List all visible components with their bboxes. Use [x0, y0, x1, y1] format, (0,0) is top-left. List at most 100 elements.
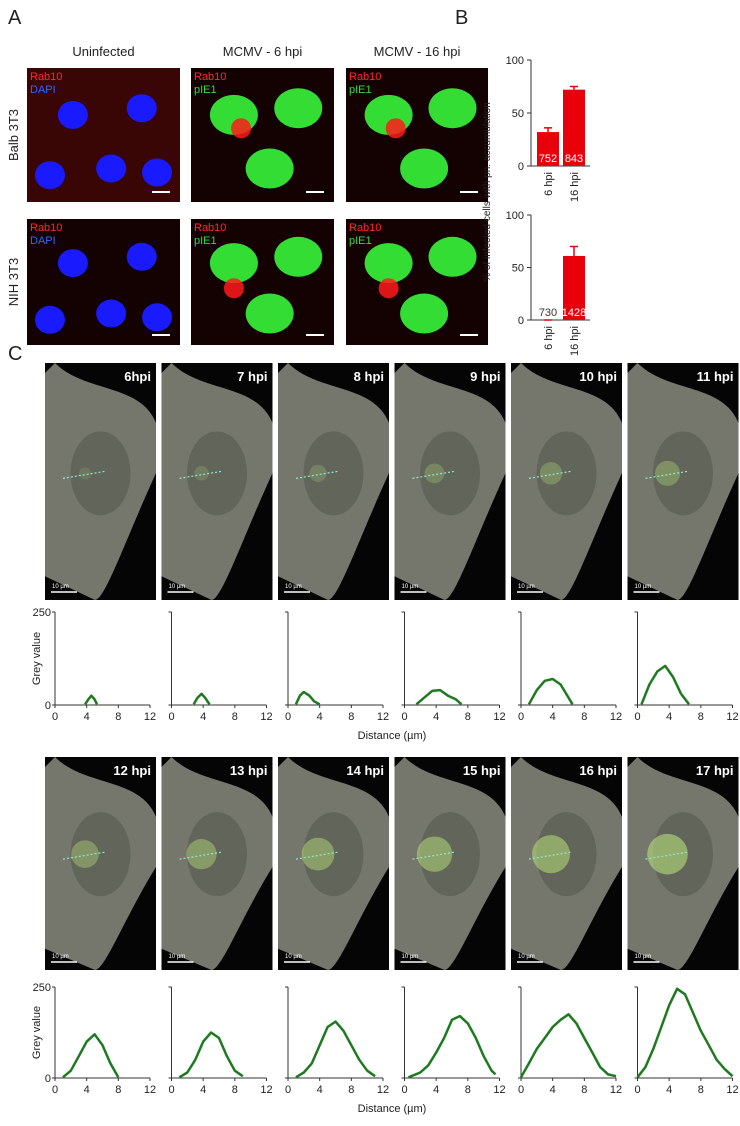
profile-line	[528, 851, 572, 860]
profile-curve	[84, 694, 99, 705]
profile-curve	[408, 1014, 497, 1079]
nucleus	[142, 158, 173, 187]
x-axis-label: Distance (µm)	[358, 730, 427, 742]
glow	[647, 833, 688, 875]
x-tick-label: 12	[260, 1084, 272, 1096]
time-label: 17 hpi	[696, 763, 734, 778]
y-axis-label: % of infected cells with pn. accumulatio…	[482, 102, 493, 282]
time-label: 11 hpi	[697, 369, 734, 384]
x-tick-label: 0	[52, 1084, 58, 1096]
x-tick-label: 8	[232, 711, 238, 723]
panel-label: C	[8, 343, 22, 365]
x-tick-label: 4	[317, 1084, 323, 1096]
nucleus	[187, 812, 247, 897]
glow	[71, 840, 99, 868]
profile-curve	[178, 1031, 244, 1079]
count-label: 730	[539, 307, 557, 319]
nucleus	[428, 88, 477, 129]
y-tick-label: 100	[506, 210, 524, 222]
glow	[424, 463, 445, 484]
y-axis-label: Grey value	[31, 1006, 43, 1059]
x-tick-label: 12	[377, 1084, 389, 1096]
x-tick-label: 4	[84, 1084, 90, 1096]
profile-line	[295, 851, 339, 860]
time-label: 7 hpi	[237, 369, 267, 384]
scale-bar-label: 10 µm	[635, 954, 652, 960]
channel-label: pIE1	[194, 84, 217, 96]
x-tick-label: 4	[666, 711, 672, 723]
x-tick-label: 0	[285, 711, 291, 723]
nucleus	[303, 431, 364, 516]
time-label: 6hpi	[124, 369, 151, 384]
x-tick-label: 4	[550, 1084, 556, 1096]
y-tick-label: 250	[33, 982, 51, 994]
y-tick-label: 100	[506, 55, 524, 67]
nucleus	[400, 148, 449, 189]
panel-label: B	[455, 7, 468, 29]
column-header: MCMV - 6 hpi	[223, 44, 303, 59]
channel-label: Rab10	[194, 71, 226, 83]
rab10-spot	[231, 118, 252, 139]
x-tick-label: 8	[115, 711, 121, 723]
x-tick-label: 8	[232, 1084, 238, 1096]
x-tick-label: 0	[168, 711, 174, 723]
nucleus	[274, 88, 323, 129]
scale-bar-label: 10 µm	[285, 584, 302, 590]
time-label: 12 hpi	[113, 763, 151, 778]
profile-curve	[519, 1013, 617, 1078]
panel-label: A	[8, 7, 22, 29]
nucleus	[536, 431, 597, 516]
x-tick-label: 4	[200, 1084, 206, 1096]
scale-bar-label: 10 µm	[402, 584, 419, 590]
channel-label: pIE1	[194, 235, 217, 247]
scale-bar-label: 10 µm	[402, 954, 419, 960]
y-tick-label: 50	[512, 108, 524, 120]
x-tick-label: 8	[348, 1084, 354, 1096]
y-tick-label: 0	[518, 315, 524, 327]
time-label: 9 hpi	[470, 369, 500, 384]
row-label: Balb 3T3	[6, 109, 21, 161]
count-label: 752	[539, 153, 557, 165]
x-tick-label: 4	[84, 711, 90, 723]
nucleus	[420, 431, 480, 516]
y-tick-label: 0	[45, 1073, 51, 1085]
x-tick-label: 0	[401, 1084, 407, 1096]
x-tick-label: 0	[518, 711, 524, 723]
x-tick-label: 0	[168, 1084, 174, 1096]
x-axis-label: Distance (µm)	[358, 1103, 427, 1115]
bar	[537, 132, 559, 166]
x-tick-label: 0	[634, 711, 640, 723]
x-tick-label: 8	[465, 1084, 471, 1096]
x-tick-label: 4	[550, 711, 556, 723]
scale-bar-label: 10 µm	[52, 954, 69, 960]
scale-bar-label: 10 µm	[169, 584, 186, 590]
profile-curve	[415, 688, 463, 706]
glow	[655, 460, 680, 486]
rab10-spot	[223, 278, 244, 299]
y-axis-label: Grey value	[31, 632, 43, 685]
profile-curve	[62, 1033, 120, 1079]
nucleus	[70, 431, 131, 516]
profile-line	[62, 470, 106, 479]
x-tick-label: 0	[401, 711, 407, 723]
nucleus	[126, 94, 157, 123]
x-tick-label: 0	[52, 711, 58, 723]
channel-label: DAPI	[30, 235, 56, 247]
y-tick-label: 0	[518, 161, 524, 173]
time-label: 10 hpi	[579, 369, 617, 384]
glow	[194, 466, 209, 481]
profile-curve	[636, 987, 734, 1079]
nucleus	[245, 293, 294, 334]
row-label: NIH 3T3	[6, 258, 21, 306]
glow	[416, 836, 453, 872]
profile-line	[528, 470, 572, 479]
nucleus	[274, 236, 323, 277]
y-tick-label: 50	[512, 263, 524, 275]
x-tick-label: 12	[610, 1084, 622, 1096]
scale-bar-label: 10 µm	[285, 954, 302, 960]
x-tick-label: 0	[518, 1084, 524, 1096]
column-header: MCMV - 16 hpi	[374, 44, 461, 59]
profile-line	[645, 851, 688, 860]
bar	[563, 89, 585, 166]
x-tick-label: 4	[433, 711, 439, 723]
